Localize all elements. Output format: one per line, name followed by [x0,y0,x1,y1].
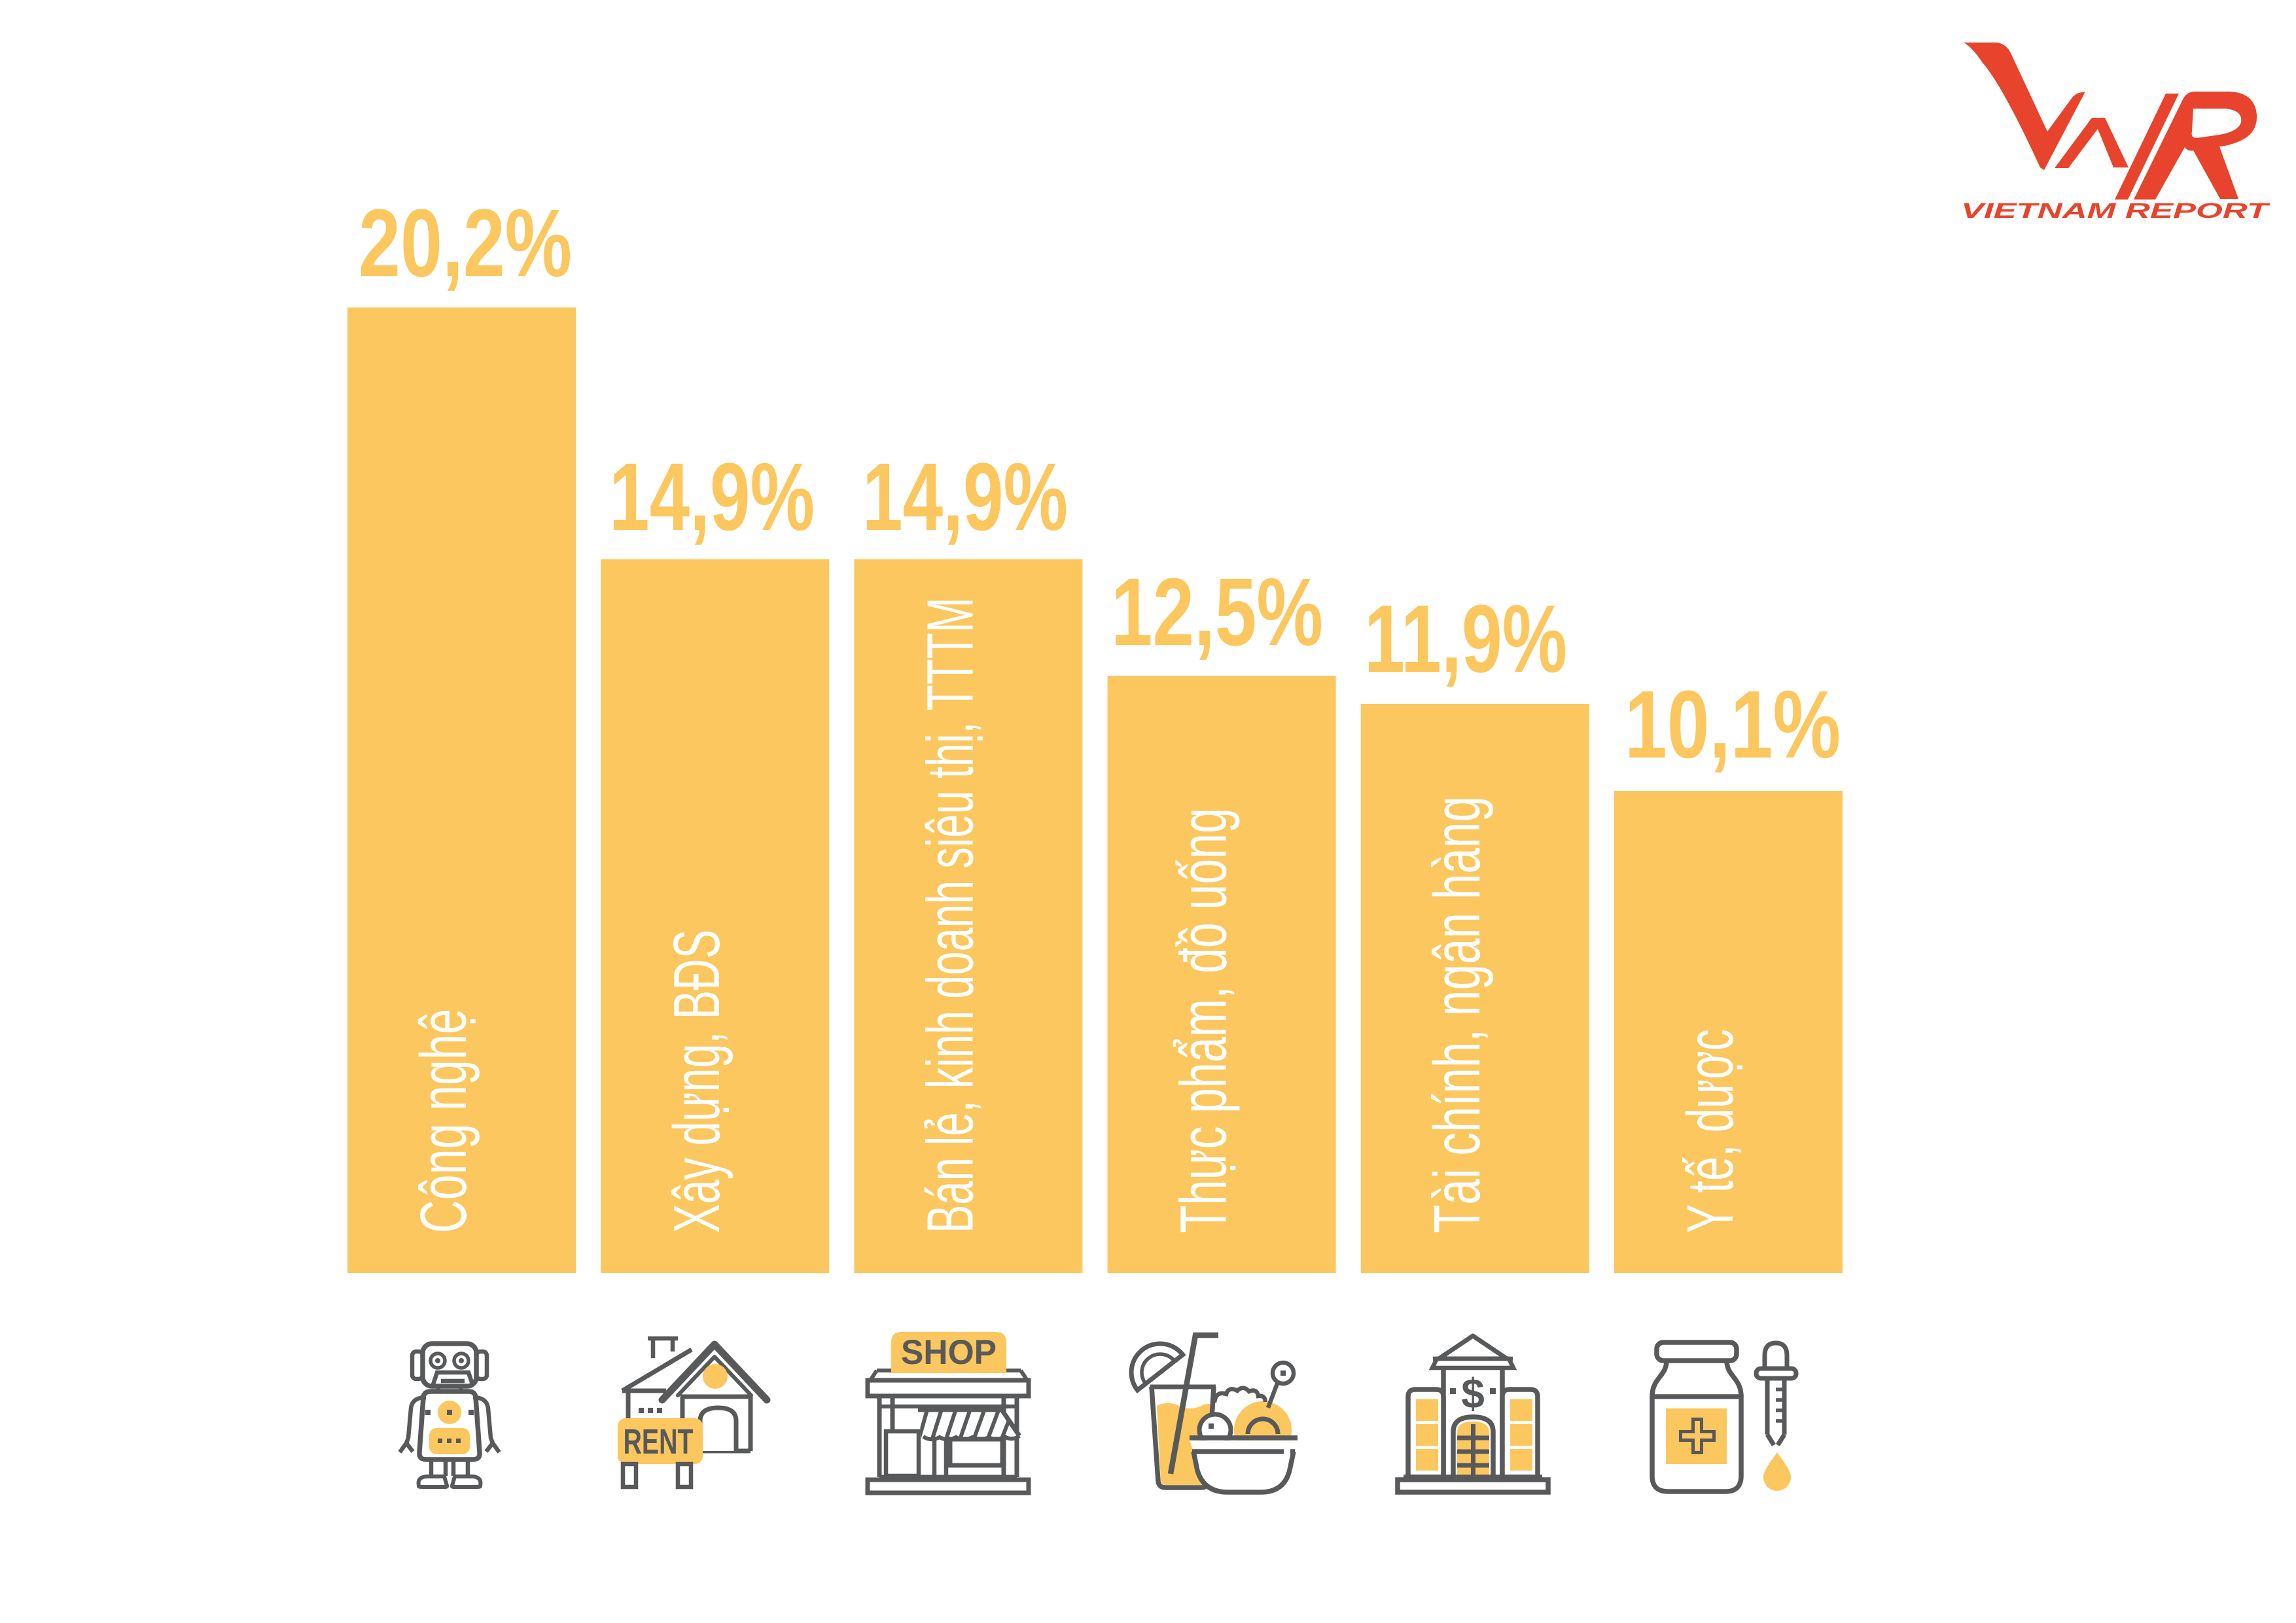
svg-text:14,9%: 14,9% [862,444,1068,551]
svg-text:Tài chính, ngân hàng: Tài chính, ngân hàng [1421,796,1494,1233]
svg-text:$: $ [1461,1370,1485,1417]
svg-text:Bán lẻ, kinh doanh siêu thị, T: Bán lẻ, kinh doanh siêu thị, TTTM [913,597,987,1233]
svg-text:Thực phẩm, đồ uống: Thực phẩm, đồ uống [1167,808,1241,1233]
svg-text:RENT: RENT [624,1422,694,1461]
svg-text:SHOP: SHOP [901,1333,997,1372]
svg-text:VIETNAM REPORT: VIETNAM REPORT [1961,199,2270,222]
svg-text:14,9%: 14,9% [609,444,815,551]
svg-text:20,2%: 20,2% [359,190,572,297]
svg-text:12,5%: 12,5% [1111,559,1323,666]
svg-text:Công nghệ: Công nghệ [407,1009,480,1233]
svg-text:Xây dựng, BĐS: Xây dựng, BĐS [660,930,733,1233]
svg-text:Y tế, dược: Y tế, dược [1674,1029,1747,1233]
svg-text:10,1%: 10,1% [1625,671,1841,778]
svg-text:11,9%: 11,9% [1364,585,1567,693]
